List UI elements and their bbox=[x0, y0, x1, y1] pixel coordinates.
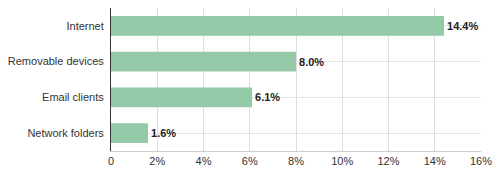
svg-text:6.1%: 6.1% bbox=[255, 91, 280, 103]
svg-text:14.4%: 14.4% bbox=[447, 20, 478, 32]
svg-text:2%: 2% bbox=[149, 155, 165, 167]
svg-text:Removable devices: Removable devices bbox=[8, 55, 104, 67]
svg-text:0: 0 bbox=[108, 155, 114, 167]
svg-text:Internet: Internet bbox=[66, 20, 103, 32]
svg-text:14%: 14% bbox=[424, 155, 446, 167]
svg-text:Email clients: Email clients bbox=[42, 91, 104, 103]
svg-text:10%: 10% bbox=[331, 155, 353, 167]
svg-text:Network folders: Network folders bbox=[27, 127, 104, 139]
svg-text:8%: 8% bbox=[288, 155, 304, 167]
svg-text:12%: 12% bbox=[377, 155, 399, 167]
svg-text:16%: 16% bbox=[470, 155, 492, 167]
svg-text:6%: 6% bbox=[242, 155, 258, 167]
svg-text:1.6%: 1.6% bbox=[151, 127, 176, 139]
svg-text:8.0%: 8.0% bbox=[299, 56, 324, 68]
svg-text:4%: 4% bbox=[196, 155, 212, 167]
